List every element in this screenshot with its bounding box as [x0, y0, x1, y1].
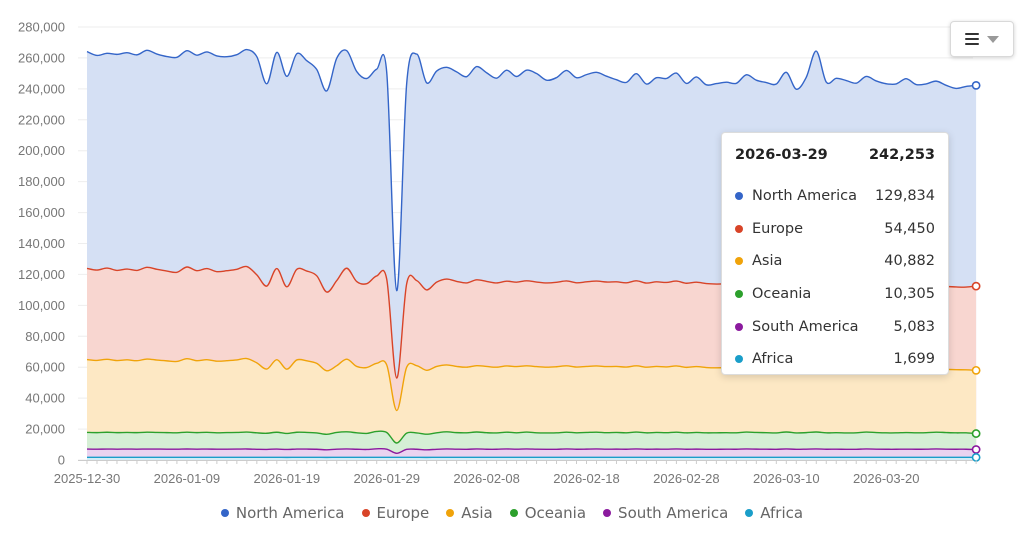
x-tick-label: 2026-03-20 [853, 471, 920, 486]
tooltip-total: 242,253 [868, 147, 935, 163]
y-tick-label: 120,000 [18, 267, 65, 282]
x-axis: 2025-12-30 2026-01-09 2026-01-19 2026-01-29… [54, 460, 977, 486]
tooltip-row: South America 5,083 [735, 310, 935, 343]
legend-item-africa[interactable]: Africa [745, 504, 803, 522]
y-tick-label: 80,000 [25, 329, 65, 344]
tooltip-dot [735, 192, 743, 201]
y-tick-label: 260,000 [18, 50, 65, 65]
y-tick-label: 0 [58, 453, 65, 468]
series-endpoints [971, 80, 981, 462]
x-tick-label: 2026-01-09 [154, 471, 221, 486]
tooltip-series-name: North America [752, 188, 857, 205]
tooltip-series-name: Africa [752, 351, 794, 368]
legend-item-europe[interactable]: Europe [361, 504, 430, 522]
x-tick-label: 2026-03-10 [753, 471, 820, 486]
line-oceania [86, 430, 977, 444]
legend-label: Europe [376, 504, 430, 522]
legend-item-south-america[interactable]: South America [603, 504, 728, 522]
tooltip-series-value: 40,882 [884, 253, 935, 270]
legend-label: Asia [461, 504, 493, 522]
y-tick-label: 220,000 [18, 112, 65, 127]
chart-tooltip: 2026-03-29 242,253 North America 129,834 E… [721, 132, 949, 375]
y-tick-label: 200,000 [18, 143, 65, 158]
chevron-down-icon [987, 35, 999, 43]
tooltip-row: Oceania 10,305 [735, 278, 935, 311]
legend-dot [603, 509, 612, 517]
y-tick-label: 100,000 [18, 298, 65, 313]
x-tick-label: 2026-02-18 [553, 471, 620, 486]
tooltip-series-value: 1,699 [893, 351, 935, 368]
y-tick-label: 240,000 [18, 81, 65, 96]
legend-item-asia[interactable]: Asia [446, 504, 493, 522]
tooltip-row: North America 129,834 [735, 180, 935, 213]
legend-label: South America [618, 504, 729, 522]
y-tick-label: 160,000 [18, 205, 65, 220]
legend-label: Africa [760, 504, 804, 522]
x-tick-label: 2026-02-28 [653, 471, 720, 486]
y-tick-label: 280,000 [18, 20, 65, 35]
y-tick-label: 20,000 [25, 422, 65, 437]
tooltip-dot [735, 224, 743, 233]
legend-dot [509, 509, 518, 517]
tooltip-rows: North America 129,834 Europe 54,450 Asia 40,8… [735, 180, 935, 376]
legend-dot [446, 509, 455, 517]
endpoint-south-america [971, 445, 981, 454]
tooltip-series-value: 54,450 [884, 220, 935, 237]
tooltip-row: Asia 40,882 [735, 245, 935, 278]
tooltip-dot [735, 355, 743, 364]
tooltip-series-value: 5,083 [893, 318, 935, 335]
tooltip-series-value: 10,305 [884, 286, 935, 303]
tooltip-series-name: Europe [752, 220, 803, 237]
x-tick-label: 2026-02-08 [453, 471, 520, 486]
chart-legend: North America Europe Asia Oceania South Amer… [0, 504, 1024, 522]
endpoint-asia [971, 365, 981, 375]
legend-label: North America [235, 504, 345, 522]
tooltip-row: Europe 54,450 [735, 213, 935, 246]
endpoint-north-america [971, 80, 981, 90]
x-tick-label: 2026-01-19 [254, 471, 321, 486]
y-axis: 0 20,000 40,000 60,000 80,000 100,000 120,000 1… [18, 20, 65, 468]
tooltip-series-name: South America [752, 318, 859, 335]
endpoint-europe [971, 281, 981, 291]
y-tick-label: 60,000 [25, 360, 65, 375]
tooltip-dot [735, 257, 743, 266]
tooltip-dot [735, 290, 743, 299]
legend-item-oceania[interactable]: Oceania [509, 504, 587, 522]
tooltip-series-name: Oceania [752, 286, 812, 303]
chart-menu-button[interactable] [950, 21, 1014, 57]
y-tick-label: 40,000 [25, 391, 65, 406]
tooltip-series-name: Asia [752, 253, 783, 270]
y-tick-label: 140,000 [18, 236, 65, 251]
legend-dot [220, 509, 229, 517]
legend-dot [361, 509, 370, 517]
endpoint-oceania [971, 429, 981, 438]
x-tick-label: 2025-12-30 [54, 471, 121, 486]
tooltip-row: Africa 1,699 [735, 343, 935, 376]
tooltip-header: 2026-03-29 242,253 [735, 147, 935, 173]
legend-label: Oceania [524, 504, 587, 522]
tooltip-series-value: 129,834 [875, 188, 935, 205]
hamburger-menu-icon [965, 33, 979, 45]
tooltip-date: 2026-03-29 [735, 147, 828, 163]
line-south-america [86, 447, 977, 454]
line-north-america [86, 48, 977, 292]
legend-item-north-america[interactable]: North America [220, 504, 345, 522]
tooltip-dot [735, 322, 743, 331]
x-tick-label: 2026-01-29 [353, 471, 420, 486]
legend-dot [745, 509, 754, 517]
endpoint-africa [971, 452, 981, 462]
y-tick-label: 180,000 [18, 174, 65, 189]
